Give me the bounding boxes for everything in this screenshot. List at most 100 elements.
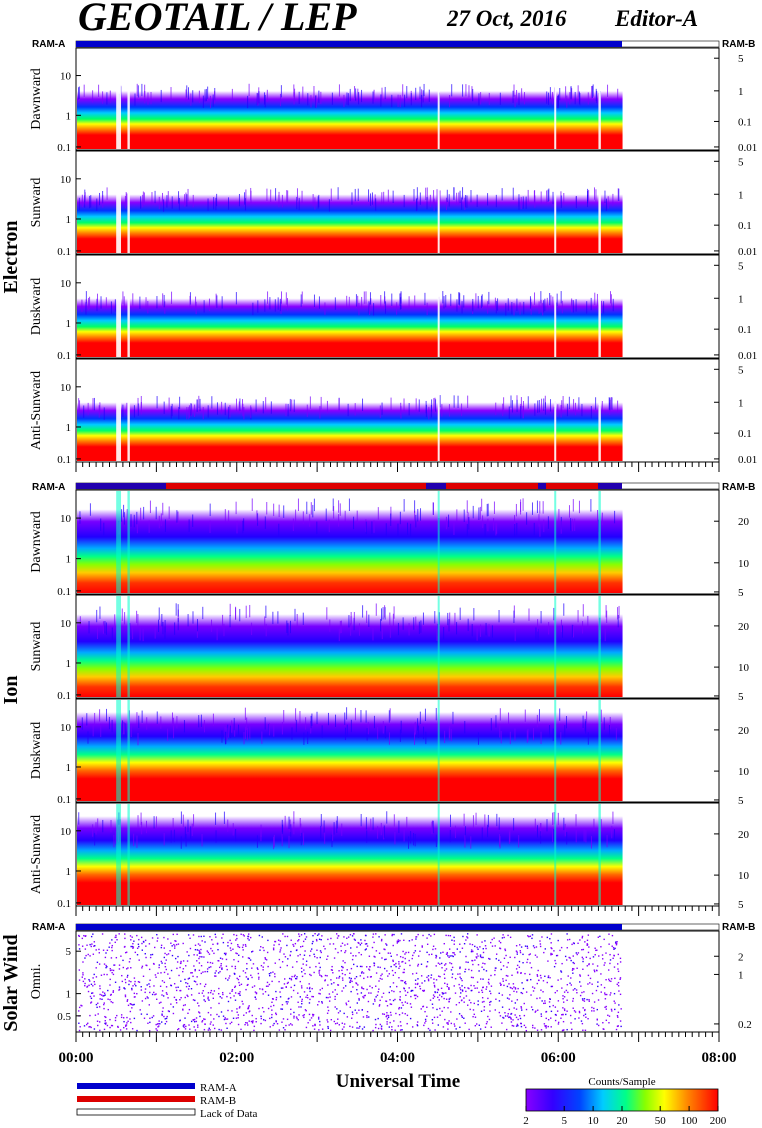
figure-date: 27 Oct, 2016 <box>446 6 567 31</box>
panel-electron-sunward: Sunward 10 1 0.1 5 1 0.1 0.01 <box>29 150 757 258</box>
right-tick-solarwind-omni: 0.2 <box>738 1019 752 1031</box>
ram-a-label-electron: RAM-A <box>32 39 65 50</box>
subpanel-label-ion-dawnward: Dawnward <box>29 511 44 572</box>
subpanel-label-ion-anti-sunward: Anti-Sunward <box>29 815 44 894</box>
left-tick-electron-sunward: 10 <box>60 174 72 186</box>
colorbar-tick: 200 <box>710 1115 727 1127</box>
left-tick-electron-duskward: 10 <box>60 278 72 290</box>
right-tick-electron-anti-sunward: 5 <box>738 364 744 376</box>
left-tick-ion-dawnward: 1 <box>66 554 72 566</box>
left-tick-electron-anti-sunward: 10 <box>60 382 72 394</box>
x-axis-label: Universal Time <box>336 1071 460 1092</box>
x-tick-label: 00:00 <box>59 1050 94 1066</box>
right-tick-ion-duskward: 20 <box>738 725 750 737</box>
right-tick-electron-duskward: 0.01 <box>738 350 757 362</box>
right-tick-electron-duskward: 1 <box>738 293 744 305</box>
legend-label-lack: Lack of Data <box>200 1108 258 1120</box>
left-tick-electron-anti-sunward: 0.1 <box>57 454 71 466</box>
figure-editor: Editor-A <box>614 6 698 31</box>
colorbar-label: Counts/Sample <box>588 1076 655 1088</box>
right-tick-ion-sunward: 20 <box>738 621 750 633</box>
panel-ion-anti-sunward: Anti-Sunward 10 1 0.1 20 10 5 <box>29 802 750 911</box>
ram-bar-electron: RAM-A RAM-B <box>32 39 755 50</box>
left-tick-electron-dawnward: 1 <box>66 110 72 122</box>
ram-a-coverage-electron <box>76 41 622 47</box>
panel-electron-dawnward: Dawnward 10 1 0.1 5 1 0.1 0.01 <box>29 47 757 154</box>
colorbar-tick: 20 <box>617 1115 629 1127</box>
colorbar-tick: 100 <box>681 1115 698 1127</box>
ram-b-coverage-ion <box>76 483 622 489</box>
figure-title: GEOTAIL / LEP <box>78 0 357 39</box>
legend-swatch-ram-a <box>77 1083 195 1089</box>
right-tick-electron-anti-sunward: 0.01 <box>738 454 757 466</box>
legend-swatch-ram-b <box>77 1096 195 1102</box>
ram-b-label-electron: RAM-B <box>722 39 755 50</box>
right-tick-ion-sunward: 5 <box>738 691 744 703</box>
left-tick-ion-sunward: 0.1 <box>57 690 71 702</box>
panel-electron-duskward: Duskward 10 1 0.1 5 1 0.1 0.01 <box>29 254 757 362</box>
right-tick-electron-anti-sunward: 0.1 <box>738 428 752 440</box>
panel-ion-dawnward: Dawnward 10 1 0.1 20 10 5 <box>29 489 750 599</box>
x-tick-label: 04:00 <box>380 1050 415 1066</box>
right-tick-electron-anti-sunward: 1 <box>738 397 744 409</box>
ram-b-label-ion: RAM-B <box>722 482 755 493</box>
left-tick-solarwind-omni: 5 <box>66 946 72 958</box>
x-tick-label: 06:00 <box>541 1050 576 1066</box>
right-tick-ion-dawnward: 20 <box>738 516 750 528</box>
colorbar-tick: 5 <box>561 1115 567 1127</box>
left-tick-ion-duskward: 0.1 <box>57 794 71 806</box>
right-tick-solarwind-omni: 1 <box>738 969 744 981</box>
left-tick-solarwind-omni: 0.5 <box>57 1011 71 1023</box>
right-tick-ion-duskward: 5 <box>738 795 744 807</box>
right-tick-ion-dawnward: 10 <box>738 558 750 570</box>
ram-a-label-ion: RAM-A <box>32 482 65 493</box>
left-tick-ion-dawnward: 0.1 <box>57 586 71 598</box>
subpanel-label-ion-duskward: Duskward <box>29 722 44 780</box>
ram-bar-solarwind: RAM-A RAM-B <box>32 922 755 933</box>
colorbar-tick: 2 <box>523 1115 529 1127</box>
left-tick-ion-duskward: 10 <box>60 722 72 734</box>
right-tick-ion-dawnward: 5 <box>738 587 744 599</box>
left-tick-electron-sunward: 0.1 <box>57 246 71 258</box>
subpanel-label-electron-anti-sunward: Anti-Sunward <box>29 371 44 450</box>
legend: RAM-A RAM-B Lack of Data <box>76 1082 258 1120</box>
left-tick-electron-dawnward: 0.1 <box>57 142 71 154</box>
left-tick-electron-duskward: 0.1 <box>57 350 71 362</box>
right-tick-electron-sunward: 0.01 <box>738 246 757 258</box>
right-tick-electron-sunward: 0.1 <box>738 220 752 232</box>
ram-bar-ion: RAM-A RAM-B <box>32 482 755 493</box>
right-tick-ion-anti-sunward: 10 <box>738 870 750 882</box>
panel-ion-duskward: Duskward 10 1 0.1 20 10 5 <box>29 698 750 807</box>
colorbar-tick: 50 <box>655 1115 667 1127</box>
right-tick-ion-anti-sunward: 5 <box>738 899 744 911</box>
ram-a-coverage-solarwind <box>76 924 622 930</box>
left-tick-electron-dawnward: 10 <box>60 71 72 83</box>
right-tick-electron-dawnward: 0.1 <box>738 116 752 128</box>
right-tick-electron-dawnward: 1 <box>738 86 744 98</box>
spectrogram-electron-anti-sunward <box>77 360 623 461</box>
right-tick-ion-anti-sunward: 20 <box>738 829 750 841</box>
right-tick-electron-sunward: 1 <box>738 189 744 201</box>
group-label-electron: Electron <box>0 221 22 294</box>
group-label-solar-wind: Solar Wind <box>0 934 22 1031</box>
legend-label-ram-b: RAM-B <box>200 1095 236 1107</box>
right-tick-electron-duskward: 5 <box>738 260 744 272</box>
right-tick-electron-dawnward: 0.01 <box>738 142 757 154</box>
subpanel-label-solarwind-omni: Omni. <box>29 964 44 999</box>
colorbar: Counts/Sample 2 5 10 20 50 100 200 <box>523 1076 727 1127</box>
right-tick-electron-dawnward: 5 <box>738 53 744 65</box>
right-tick-electron-sunward: 5 <box>738 156 744 168</box>
spectrogram-ion-sunward <box>77 596 623 697</box>
left-tick-ion-anti-sunward: 10 <box>60 826 72 838</box>
ram-b-label-solarwind: RAM-B <box>722 922 755 933</box>
right-tick-ion-sunward: 10 <box>738 662 750 674</box>
legend-label-ram-a: RAM-A <box>200 1082 237 1094</box>
colorbar-tick: 10 <box>588 1115 600 1127</box>
left-tick-ion-dawnward: 10 <box>60 513 72 525</box>
x-tick-label: 08:00 <box>702 1050 737 1066</box>
legend-swatch-lack <box>76 1108 196 1116</box>
spectrogram-ion-duskward <box>77 700 623 801</box>
right-tick-ion-duskward: 10 <box>738 766 750 778</box>
left-tick-ion-anti-sunward: 1 <box>66 866 72 878</box>
